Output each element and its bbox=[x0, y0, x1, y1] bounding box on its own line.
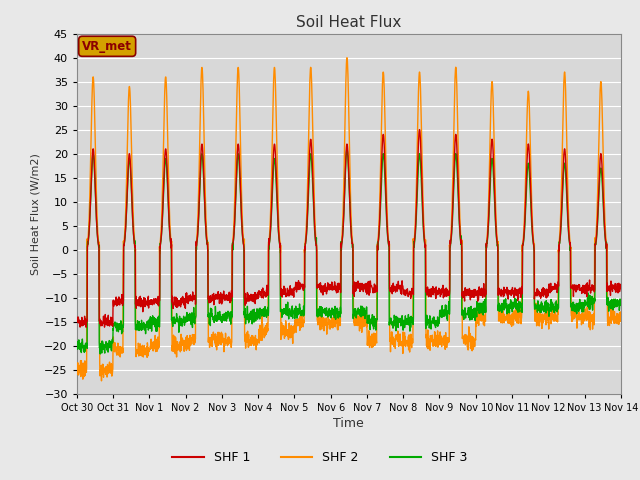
Text: VR_met: VR_met bbox=[82, 40, 132, 53]
SHF 1 bbox=[584, 283, 592, 288]
SHF 1 bbox=[225, 291, 232, 297]
SHF 2 bbox=[73, 372, 81, 377]
SHF 2 bbox=[98, 378, 106, 384]
Title: Soil Heat Flux: Soil Heat Flux bbox=[296, 15, 401, 30]
SHF 3 bbox=[377, 199, 385, 205]
SHF 2 bbox=[225, 341, 232, 347]
SHF 1 bbox=[570, 283, 577, 289]
SHF 1 bbox=[83, 324, 90, 330]
SHF 2 bbox=[377, 159, 385, 165]
Legend: SHF 1, SHF 2, SHF 3: SHF 1, SHF 2, SHF 3 bbox=[167, 446, 473, 469]
SHF 3 bbox=[508, 304, 515, 310]
SHF 2 bbox=[365, 328, 372, 334]
SHF 2 bbox=[343, 55, 351, 60]
SHF 3 bbox=[584, 290, 592, 296]
SHF 3 bbox=[617, 299, 625, 304]
SHF 2 bbox=[617, 315, 625, 321]
SHF 3 bbox=[570, 305, 577, 311]
SHF 1 bbox=[376, 197, 384, 203]
SHF 3 bbox=[97, 351, 104, 357]
SHF 2 bbox=[570, 315, 577, 321]
SHF 3 bbox=[225, 309, 232, 315]
SHF 3 bbox=[365, 315, 372, 321]
SHF 1 bbox=[508, 293, 515, 299]
Line: SHF 2: SHF 2 bbox=[77, 58, 621, 381]
SHF 3 bbox=[73, 343, 81, 348]
SHF 1 bbox=[73, 317, 81, 323]
SHF 3 bbox=[343, 146, 351, 152]
Line: SHF 1: SHF 1 bbox=[77, 130, 621, 327]
SHF 1 bbox=[365, 282, 372, 288]
SHF 2 bbox=[508, 314, 515, 320]
Line: SHF 3: SHF 3 bbox=[77, 149, 621, 354]
SHF 2 bbox=[584, 312, 592, 318]
SHF 1 bbox=[415, 127, 423, 132]
X-axis label: Time: Time bbox=[333, 417, 364, 430]
SHF 1 bbox=[617, 284, 625, 289]
Y-axis label: Soil Heat Flux (W/m2): Soil Heat Flux (W/m2) bbox=[30, 153, 40, 275]
